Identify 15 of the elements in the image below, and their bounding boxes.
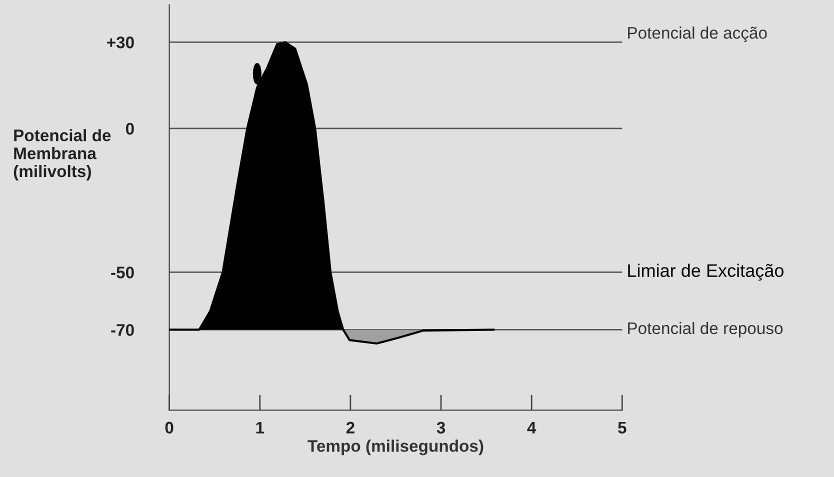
x-tick-label: 3 <box>436 422 446 434</box>
x-tick-label: 0 <box>165 422 174 434</box>
x-tick-label: 2 <box>346 422 354 434</box>
x-axis-title: Tempo (milisegundos) <box>308 440 484 456</box>
ref-line-label: Limiar de Excitação <box>628 264 784 281</box>
y-tick-label: -70 <box>111 324 134 336</box>
ref-line-label: Potencial de acção <box>628 26 767 42</box>
y-axis-title: Potencial de Membrana (milivolts) <box>14 129 111 181</box>
ref-line-label: Potencial de repouso <box>628 322 783 338</box>
x-tick-label: 1 <box>256 422 264 434</box>
x-tick-label: 4 <box>527 422 536 434</box>
y-tick-label: +30 <box>107 36 134 48</box>
x-tick-label: 5 <box>618 422 626 434</box>
y-tick-label: 0 <box>126 122 134 135</box>
y-tick-label: -50 <box>111 266 134 278</box>
